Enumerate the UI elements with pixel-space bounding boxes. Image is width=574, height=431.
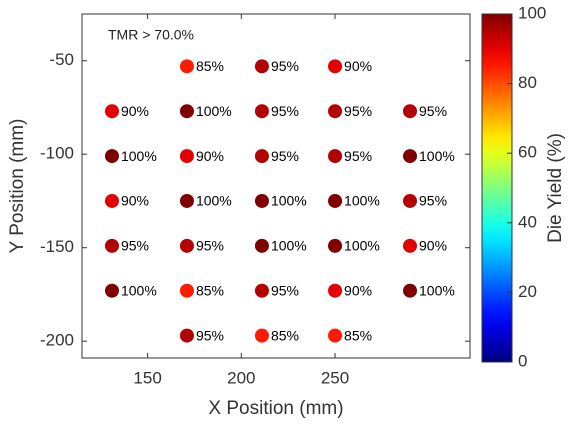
die-marker xyxy=(403,283,418,298)
value-label: 95% xyxy=(196,238,224,254)
value-label: 95% xyxy=(271,148,299,164)
die-marker xyxy=(328,149,343,164)
die-marker xyxy=(403,193,418,208)
colorbar-label: Die Yield (%) xyxy=(545,133,566,243)
die-marker xyxy=(179,104,194,119)
die-marker xyxy=(104,149,119,164)
die-marker xyxy=(179,193,194,208)
die-marker xyxy=(328,283,343,298)
y-tick-label: -150 xyxy=(40,237,74,256)
x-tick-label: 250 xyxy=(321,368,349,387)
value-label: 90% xyxy=(121,103,149,119)
value-label: 90% xyxy=(344,282,372,298)
die-marker xyxy=(254,193,269,208)
value-label: 95% xyxy=(419,193,447,209)
value-label: 100% xyxy=(271,238,307,254)
die-marker xyxy=(104,238,119,253)
value-label: 100% xyxy=(196,103,232,119)
value-label: 90% xyxy=(121,193,149,209)
value-label: 85% xyxy=(196,58,224,74)
value-label: 95% xyxy=(271,103,299,119)
y-axis-title: Y Position (mm) xyxy=(7,119,28,254)
value-label: 100% xyxy=(344,193,380,209)
value-label: 90% xyxy=(344,58,372,74)
die-marker xyxy=(104,283,119,298)
value-label: 85% xyxy=(344,327,372,343)
die-marker xyxy=(328,238,343,253)
die-marker xyxy=(403,238,418,253)
value-label: 100% xyxy=(419,148,455,164)
value-label: 100% xyxy=(271,193,307,209)
value-label: 95% xyxy=(271,58,299,74)
x-axis-title: X Position (mm) xyxy=(208,398,343,419)
die-marker xyxy=(179,59,194,74)
x-tick-label: 200 xyxy=(227,368,255,387)
colorbar-tick-label: 40 xyxy=(518,212,537,231)
value-label: 100% xyxy=(196,193,232,209)
colorbar-tick-label: 100 xyxy=(518,3,546,22)
value-label: 95% xyxy=(271,282,299,298)
plot-frame xyxy=(81,13,471,359)
annotation: TMR > 70.0% xyxy=(108,27,194,43)
die-marker xyxy=(403,149,418,164)
value-label: 95% xyxy=(196,327,224,343)
die-marker xyxy=(254,149,269,164)
die-marker xyxy=(179,283,194,298)
colorbar-tick-label: 80 xyxy=(518,73,537,92)
die-marker xyxy=(179,238,194,253)
die-marker xyxy=(328,104,343,119)
value-label: 90% xyxy=(196,148,224,164)
die-marker xyxy=(254,104,269,119)
colorbar xyxy=(481,13,513,363)
die-marker xyxy=(328,193,343,208)
die-marker xyxy=(403,104,418,119)
value-label: 95% xyxy=(121,238,149,254)
value-label: 85% xyxy=(271,327,299,343)
colorbar-tick-label: 60 xyxy=(518,143,537,162)
y-tick-label: -50 xyxy=(49,50,74,69)
die-marker xyxy=(254,238,269,253)
value-label: 100% xyxy=(419,282,455,298)
value-label: 95% xyxy=(344,148,372,164)
die-marker xyxy=(104,193,119,208)
value-label: 85% xyxy=(196,282,224,298)
die-marker xyxy=(254,59,269,74)
die-marker xyxy=(254,328,269,343)
colorbar-tick-label: 0 xyxy=(518,351,527,370)
value-label: 90% xyxy=(419,238,447,254)
value-label: 100% xyxy=(344,238,380,254)
value-label: 100% xyxy=(121,282,157,298)
die-marker xyxy=(179,149,194,164)
y-tick-label: -200 xyxy=(40,331,74,350)
y-tick-label: -100 xyxy=(40,144,74,163)
value-label: 95% xyxy=(419,103,447,119)
die-marker xyxy=(254,283,269,298)
colorbar-tick-label: 20 xyxy=(518,282,537,301)
die-marker xyxy=(104,104,119,119)
die-marker xyxy=(328,59,343,74)
die-marker xyxy=(328,328,343,343)
x-tick-label: 150 xyxy=(133,368,161,387)
value-label: 95% xyxy=(344,103,372,119)
value-label: 100% xyxy=(121,148,157,164)
die-marker xyxy=(179,328,194,343)
